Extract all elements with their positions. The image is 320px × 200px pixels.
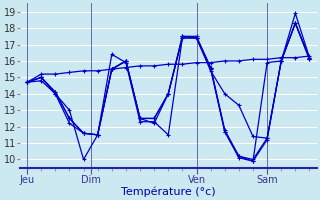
- X-axis label: Température (°c): Température (°c): [121, 186, 216, 197]
